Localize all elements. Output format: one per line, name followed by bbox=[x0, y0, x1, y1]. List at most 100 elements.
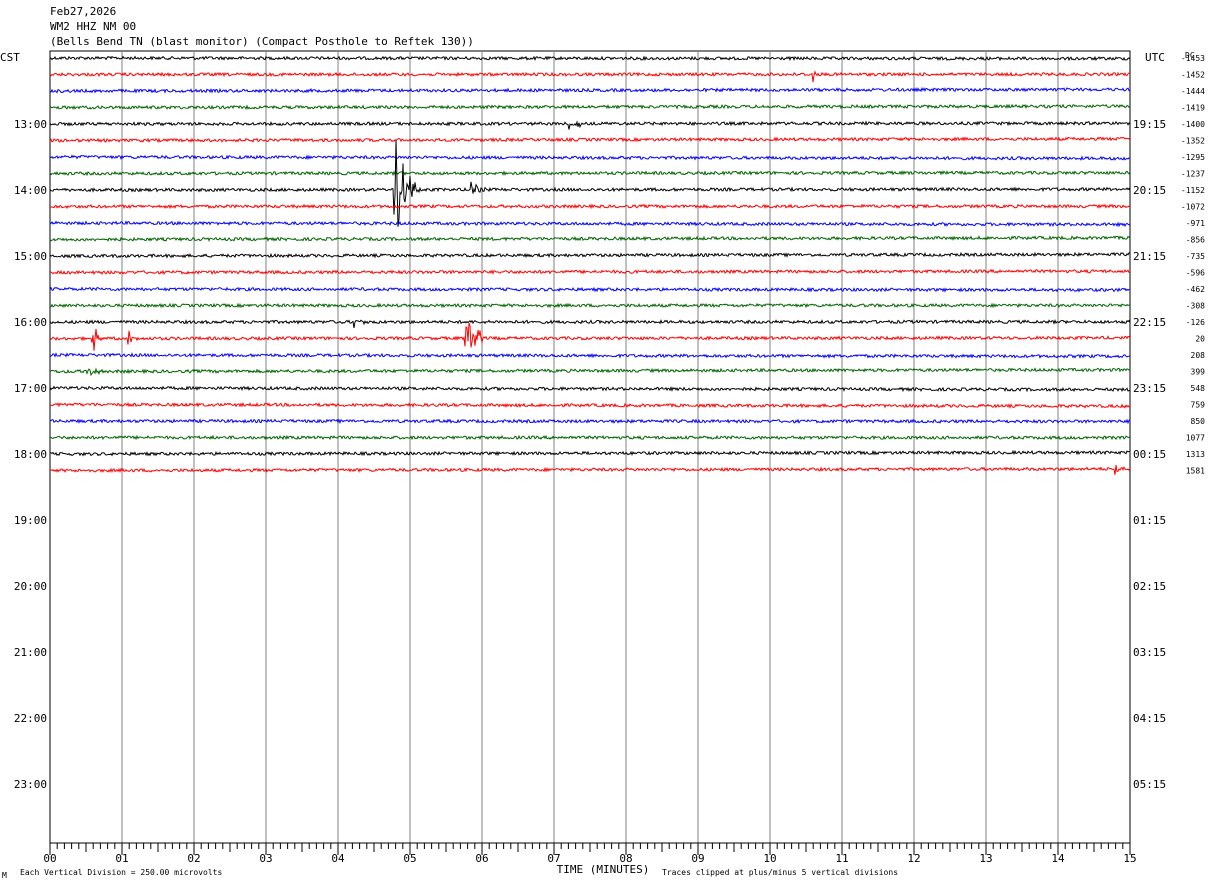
dc-offset-label: 1077 bbox=[1186, 434, 1205, 443]
header-date: Feb27,2026 bbox=[50, 5, 116, 18]
right-hour-label: 04:15 bbox=[1133, 712, 1166, 725]
seismic-trace-25 bbox=[49, 449, 1131, 457]
dc-offset-label: -1152 bbox=[1181, 186, 1205, 195]
seismic-trace-5 bbox=[49, 120, 1131, 130]
x-tick-label: 00 bbox=[43, 852, 56, 865]
trace-group bbox=[49, 55, 1131, 475]
seismic-trace-10 bbox=[49, 203, 1131, 210]
dc-offset-label: -1444 bbox=[1181, 87, 1205, 96]
x-axis-label: TIME (MINUTES) bbox=[557, 863, 650, 876]
left-hour-label: 15:00 bbox=[14, 250, 47, 263]
clip-note: Traces clipped at plus/minus 5 vertical … bbox=[662, 868, 898, 877]
x-tick-label: 09 bbox=[691, 852, 704, 865]
dc-offset-label: -1419 bbox=[1181, 104, 1205, 113]
left-hour-label: 14:00 bbox=[14, 184, 47, 197]
right-hour-label: 21:15 bbox=[1133, 250, 1166, 263]
left-timezone-label: CST bbox=[0, 51, 20, 64]
x-tick-label: 14 bbox=[1051, 852, 1065, 865]
dc-offset-label: -971 bbox=[1186, 219, 1205, 228]
right-hour-label: 00:15 bbox=[1133, 448, 1166, 461]
left-hour-label: 21:00 bbox=[14, 646, 47, 659]
right-timezone-label: UTC bbox=[1145, 51, 1165, 64]
seismic-trace-19 bbox=[49, 352, 1131, 359]
dc-offset-label: -1237 bbox=[1181, 170, 1205, 179]
right-hour-label: 03:15 bbox=[1133, 646, 1166, 659]
header-station: WM2 HHZ NM 00 bbox=[50, 20, 136, 33]
dc-offset-label: -1295 bbox=[1181, 153, 1205, 162]
left-hour-label: 16:00 bbox=[14, 316, 47, 329]
right-hour-label: 22:15 bbox=[1133, 316, 1166, 329]
seismic-trace-2 bbox=[49, 70, 1131, 83]
dc-offset-label: 1581 bbox=[1186, 467, 1205, 476]
dc-offset-label: 1313 bbox=[1186, 450, 1205, 459]
seismic-trace-6 bbox=[49, 136, 1131, 144]
seismic-trace-8 bbox=[49, 170, 1131, 177]
seismic-trace-22 bbox=[49, 401, 1131, 410]
dc-offset-label: -308 bbox=[1186, 302, 1205, 311]
x-tick-label: 02 bbox=[187, 852, 200, 865]
dc-offset-label: -126 bbox=[1186, 318, 1205, 327]
seismic-trace-23 bbox=[49, 418, 1131, 425]
seismic-trace-26 bbox=[49, 464, 1131, 475]
right-hour-label: 23:15 bbox=[1133, 382, 1166, 395]
x-tick-label: 11 bbox=[835, 852, 848, 865]
minute-grid bbox=[49, 50, 1131, 844]
seismic-trace-7 bbox=[50, 154, 1131, 161]
seismic-trace-24 bbox=[49, 434, 1131, 441]
seismic-trace-13 bbox=[49, 251, 1131, 259]
dc-offset-label: 548 bbox=[1191, 384, 1206, 393]
seismic-trace-16 bbox=[49, 302, 1131, 309]
left-hour-label: 23:00 bbox=[14, 778, 47, 791]
seismic-trace-20 bbox=[49, 367, 1131, 377]
dc-label: DC bbox=[1185, 51, 1195, 60]
x-tick-label: 10 bbox=[763, 852, 776, 865]
dc-offset-label: -1452 bbox=[1181, 71, 1205, 80]
dc-offset-label: -462 bbox=[1186, 285, 1205, 294]
x-tick-label: 05 bbox=[403, 852, 416, 865]
dc-offset-label: 208 bbox=[1191, 351, 1206, 360]
x-tick-label: 04 bbox=[331, 852, 345, 865]
seismic-trace-15 bbox=[49, 286, 1131, 293]
seismic-trace-17 bbox=[49, 318, 1131, 328]
seismic-trace-21 bbox=[49, 385, 1131, 393]
x-tick-label: 13 bbox=[979, 852, 992, 865]
seismic-trace-1 bbox=[49, 55, 1131, 62]
seismic-trace-14 bbox=[49, 268, 1131, 276]
dc-offset-labels: -1453 -1452 -1444 -1419 -1400 -1352 -1295 -1237… bbox=[1181, 54, 1205, 476]
left-hour-label: 19:00 bbox=[14, 514, 47, 527]
seismic-trace-3 bbox=[49, 86, 1131, 94]
scale-note: Each Vertical Division = 250.00 microvol… bbox=[20, 868, 222, 877]
x-tick-label: 06 bbox=[475, 852, 488, 865]
right-hour-label: 01:15 bbox=[1133, 514, 1166, 527]
dc-offset-label: 399 bbox=[1191, 368, 1206, 377]
dc-offset-label: -596 bbox=[1186, 269, 1205, 278]
x-tick-label: 08 bbox=[619, 852, 632, 865]
x-tick-label: 07 bbox=[547, 852, 560, 865]
left-hour-label: 22:00 bbox=[14, 712, 47, 725]
header-description: (Bells Bend TN (blast monitor) (Compact … bbox=[50, 35, 474, 48]
right-hour-label: 02:15 bbox=[1133, 580, 1166, 593]
dc-offset-label: -735 bbox=[1186, 252, 1205, 261]
plot-frame bbox=[49, 50, 1131, 844]
dc-offset-label: -856 bbox=[1186, 236, 1205, 245]
left-hour-label: 13:00 bbox=[14, 118, 47, 131]
seismic-trace-18 bbox=[49, 322, 1131, 351]
right-hour-label: 05:15 bbox=[1133, 778, 1166, 791]
dc-offset-label: -1072 bbox=[1181, 203, 1205, 212]
x-tick-label: 12 bbox=[907, 852, 920, 865]
right-hour-label: 20:15 bbox=[1133, 184, 1166, 197]
time-axis: 00 01 02 03 04 05 06 07 08 09 10 11 12 13 14 15 bbox=[43, 842, 1137, 865]
seismic-trace-11 bbox=[49, 220, 1131, 228]
dc-offset-label: -1453 bbox=[1181, 54, 1205, 63]
left-hour-label: 17:00 bbox=[14, 382, 47, 395]
seismic-trace-12 bbox=[49, 235, 1131, 242]
dc-offset-label: -1352 bbox=[1181, 137, 1205, 146]
left-hour-label: 18:00 bbox=[14, 448, 47, 461]
seismic-trace-9 bbox=[49, 139, 1131, 227]
corner-mark: M bbox=[2, 871, 7, 880]
right-hour-label: 19:15 bbox=[1133, 118, 1166, 131]
hour-labels: 13:00 14:00 15:00 16:00 17:00 18:00 19:00 20:00… bbox=[14, 118, 1166, 791]
dc-offset-label: 759 bbox=[1191, 401, 1206, 410]
seismic-trace-4 bbox=[49, 103, 1131, 110]
dc-offset-label: 850 bbox=[1191, 417, 1206, 426]
